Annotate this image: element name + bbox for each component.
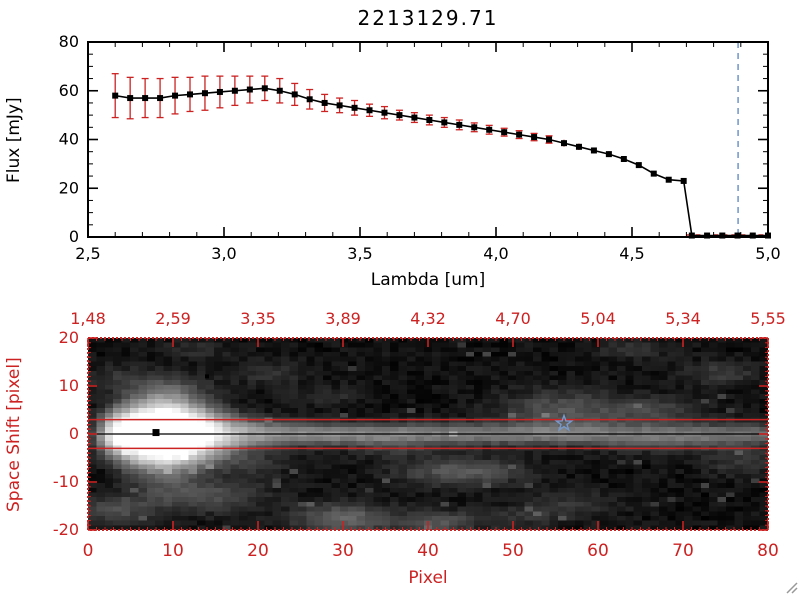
- svg-text:10: 10: [162, 541, 184, 561]
- svg-text:4,32: 4,32: [410, 309, 446, 328]
- resize-grip-icon[interactable]: [784, 579, 798, 598]
- svg-text:3,35: 3,35: [240, 309, 276, 328]
- svg-text:20: 20: [247, 541, 269, 561]
- svg-text:0: 0: [83, 541, 94, 561]
- lambda-axis-label: Lambda [um]: [370, 270, 486, 290]
- svg-text:5,0: 5,0: [755, 244, 780, 263]
- svg-text:4,5: 4,5: [619, 244, 644, 263]
- svg-text:5,34: 5,34: [665, 309, 701, 328]
- svg-text:1,48: 1,48: [70, 309, 106, 328]
- svg-text:-10: -10: [53, 472, 79, 491]
- svg-text:20: 20: [59, 178, 79, 197]
- svg-text:0: 0: [69, 424, 79, 443]
- svg-text:40: 40: [59, 130, 79, 149]
- svg-text:4,0: 4,0: [483, 244, 508, 263]
- plot-title: 2213129.71: [357, 6, 499, 30]
- svg-text:70: 70: [672, 541, 694, 561]
- svg-text:5,55: 5,55: [750, 309, 786, 328]
- svg-text:0: 0: [69, 227, 79, 246]
- svg-text:60: 60: [59, 81, 79, 100]
- svg-text:10: 10: [59, 376, 79, 395]
- svg-text:80: 80: [59, 32, 79, 51]
- svg-text:3,89: 3,89: [325, 309, 361, 328]
- svg-text:4,70: 4,70: [495, 309, 531, 328]
- svg-text:3,5: 3,5: [347, 244, 372, 263]
- svg-text:30: 30: [332, 541, 354, 561]
- svg-text:3,0: 3,0: [211, 244, 236, 263]
- svg-text:80: 80: [757, 541, 779, 561]
- svg-text:50: 50: [502, 541, 524, 561]
- svg-text:2,5: 2,5: [75, 244, 100, 263]
- pixel-axis-label: Pixel: [408, 568, 448, 588]
- svg-text:40: 40: [417, 541, 439, 561]
- svg-text:60: 60: [587, 541, 609, 561]
- svg-text:20: 20: [59, 328, 79, 347]
- svg-text:5,04: 5,04: [580, 309, 616, 328]
- svg-text:-20: -20: [53, 520, 79, 539]
- svg-text:2,59: 2,59: [155, 309, 191, 328]
